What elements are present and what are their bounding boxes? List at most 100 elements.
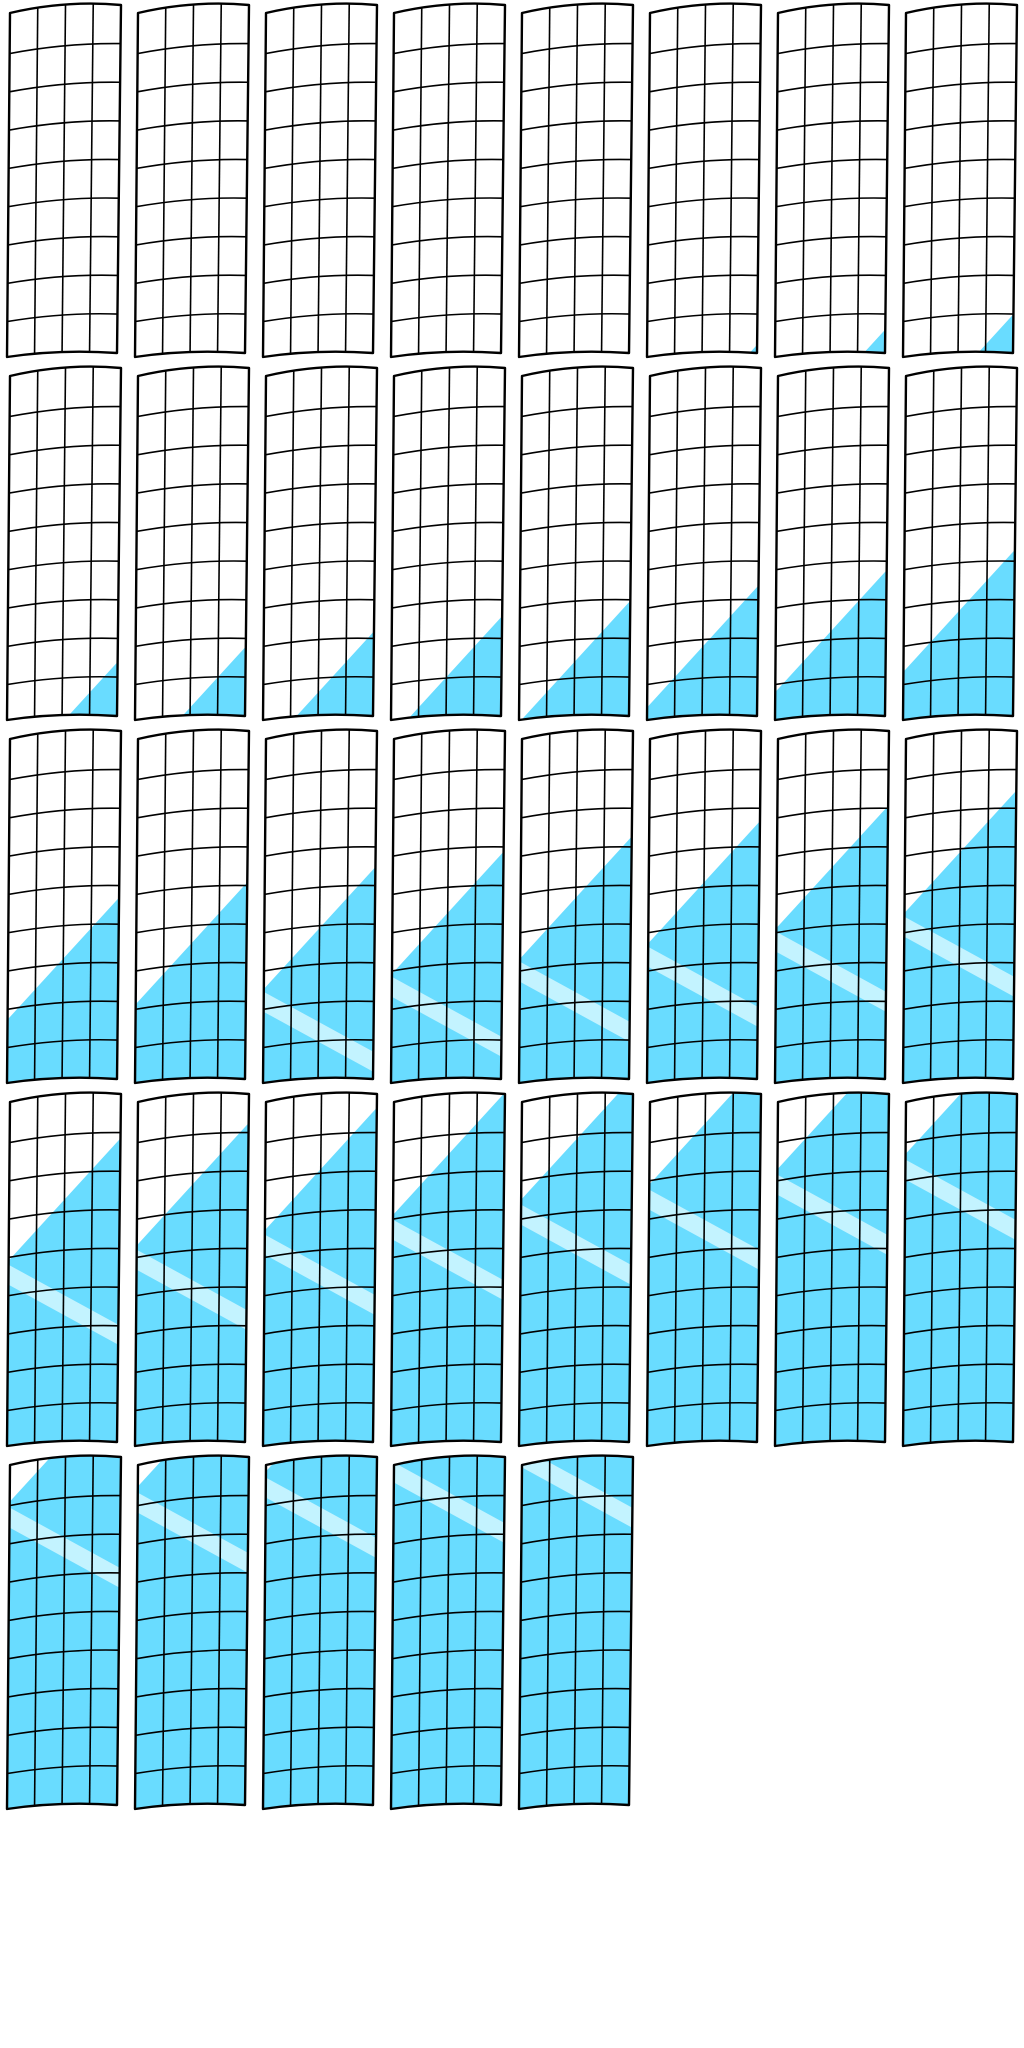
window-pane-area	[519, 1455, 633, 1809]
grid-column-line	[88, 3, 95, 357]
window-outline	[133, 728, 251, 1085]
grid-row-line	[647, 158, 761, 170]
window-outline	[389, 365, 507, 722]
grid-column-line	[929, 6, 935, 357]
sprite-frame	[896, 363, 1024, 726]
fill-level	[391, 605, 505, 720]
grid-row-line	[519, 120, 633, 132]
grid-row-line	[647, 1401, 761, 1412]
grid-column-line	[417, 6, 423, 357]
grid-row-line	[263, 1324, 377, 1336]
grid-row-line	[391, 1363, 505, 1374]
grid-column-line	[573, 730, 579, 1083]
grid-column-line	[545, 6, 551, 357]
window-sprite	[5, 1454, 123, 1811]
grid-row-line	[263, 846, 377, 858]
grid-row-line	[903, 42, 1017, 56]
grid-column-line	[801, 6, 807, 357]
grid-column-line	[317, 1093, 323, 1446]
grid-row-line	[135, 961, 249, 973]
sprite-frame	[256, 1089, 384, 1452]
grid-row-line	[135, 884, 249, 896]
grid-row-line	[519, 884, 633, 896]
fill-level	[7, 650, 121, 720]
window-outline	[773, 728, 891, 1085]
window-pane-area	[647, 366, 761, 720]
grid-column-line	[856, 3, 863, 357]
grid-row-line	[391, 197, 505, 208]
grid-row-line	[647, 312, 761, 323]
grid-row-line	[135, 1572, 249, 1584]
grid-row-line	[519, 1572, 633, 1584]
grid-row-line	[519, 405, 633, 419]
grid-column-line	[344, 729, 351, 1083]
grid-column-line	[728, 366, 735, 720]
window-outline	[133, 1454, 251, 1811]
grid-column-line	[317, 367, 323, 720]
window-pane-area	[903, 1092, 1017, 1446]
grid-row-line	[391, 807, 505, 820]
grid-row-line	[263, 42, 377, 56]
window-outline	[773, 1091, 891, 1448]
grid-row-line	[647, 405, 761, 419]
grid-row-line	[263, 1572, 377, 1584]
window-sprite	[517, 1454, 635, 1811]
window-sprite	[645, 728, 763, 1085]
sprite-frame	[512, 726, 640, 1089]
grid-row-line	[775, 197, 889, 208]
grid-row-line	[135, 1533, 249, 1546]
grid-column-line	[728, 3, 735, 357]
grid-column-line	[189, 367, 195, 720]
grid-row-line	[775, 675, 889, 686]
grid-row-line	[135, 1247, 249, 1259]
grid-row-line	[135, 274, 249, 285]
sprite-frame	[384, 1452, 512, 1815]
window-outline	[133, 1091, 251, 1448]
grid-row-line	[903, 884, 1017, 896]
grid-column-line	[61, 367, 67, 720]
grid-row-line	[391, 1286, 505, 1297]
sprite-frame	[128, 363, 256, 726]
grid-row-line	[135, 598, 249, 610]
grid-column-line	[216, 1092, 223, 1446]
grid-row-line	[775, 637, 889, 648]
window-outline	[5, 1091, 123, 1448]
window-pane-area	[775, 366, 889, 720]
grid-row-line	[647, 1209, 761, 1221]
sprite-frame	[0, 1089, 128, 1452]
grid-column-line	[600, 1455, 607, 1809]
grid-row-line	[7, 197, 121, 208]
grid-row-line	[391, 1170, 505, 1183]
grid-row-line	[135, 637, 249, 648]
grid-row-line	[135, 120, 249, 132]
grid-row-line	[903, 1209, 1017, 1221]
grid-column-line	[673, 6, 679, 357]
grid-row-line	[263, 1209, 377, 1221]
grid-column-line	[445, 730, 451, 1083]
sprite-frame	[0, 363, 128, 726]
sprite-frame	[512, 1089, 640, 1452]
grid-column-line	[957, 730, 963, 1083]
grid-column-line	[344, 3, 351, 357]
grid-row-line	[263, 807, 377, 820]
grid-row-line	[391, 1247, 505, 1259]
window-pane-area	[391, 3, 505, 357]
window-sprite	[773, 365, 891, 722]
grid-row-line	[7, 42, 121, 56]
window-outline	[389, 1454, 507, 1811]
window-sprite	[261, 2, 379, 359]
grid-row-line	[903, 1170, 1017, 1183]
grid-row-line	[391, 120, 505, 132]
grid-column-line	[545, 1458, 551, 1809]
grid-row-line	[135, 1401, 249, 1412]
sprite-frame	[768, 0, 896, 363]
grid-row-line	[775, 1247, 889, 1259]
sprite-frame	[640, 0, 768, 363]
grid-row-line	[519, 444, 633, 457]
grid-row-line	[775, 560, 889, 571]
grid-row-line	[903, 807, 1017, 820]
window-pane-area	[519, 366, 633, 720]
grid-row-line	[647, 807, 761, 820]
grid-row-line	[647, 560, 761, 571]
grid-row-line	[391, 1494, 505, 1508]
